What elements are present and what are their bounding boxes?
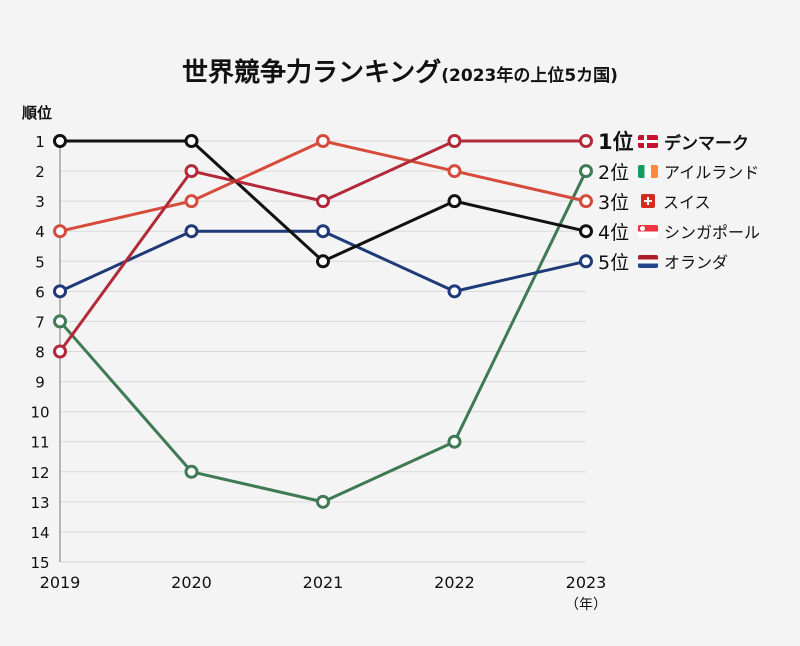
- netherlands-flag-icon: [638, 254, 658, 268]
- data-point: [447, 134, 462, 148]
- switzerland-flag-icon: [641, 194, 655, 208]
- data-point: [53, 344, 67, 359]
- data-point: [579, 134, 593, 148]
- y-axis-title: 順位: [22, 104, 53, 122]
- legend-item-switzerland: 3位 スイス: [598, 188, 711, 214]
- data-point: [579, 254, 593, 269]
- y-tick-label: 13: [30, 494, 49, 512]
- legend-item-ireland: 2位 アイルランド: [598, 158, 759, 184]
- data-point: [184, 164, 199, 179]
- denmark-flag-icon: [638, 134, 658, 148]
- y-tick-label: 10: [30, 404, 49, 422]
- y-tick-label: 8: [35, 344, 45, 362]
- legend-label: シンガポール: [664, 223, 761, 242]
- x-tick-label: 2020: [171, 573, 212, 592]
- chart-title: 世界競争力ランキング(2023年の上位5カ国): [0, 52, 800, 89]
- data-point: [184, 194, 199, 209]
- y-tick-label: 15: [30, 554, 49, 572]
- data-point: [316, 254, 330, 269]
- data-point: [579, 164, 593, 179]
- legend-rank: 5位: [598, 251, 630, 274]
- y-tick-label: 14: [30, 524, 49, 542]
- x-axis-unit: （年）: [565, 597, 607, 613]
- y-tick-label: 2: [35, 163, 45, 181]
- legend-item-singapore: 4位 シンガポール: [598, 218, 760, 244]
- data-point: [53, 284, 67, 299]
- data-point: [53, 224, 67, 239]
- data-point: [447, 284, 462, 299]
- legend-rank: 3位: [598, 191, 630, 214]
- data-point: [447, 164, 462, 179]
- data-point: [184, 464, 199, 479]
- x-tick-label: 2021: [303, 573, 344, 592]
- data-point: [316, 494, 330, 509]
- data-point: [447, 434, 462, 449]
- legend-item-netherlands: 5位 オランダ: [598, 248, 728, 274]
- x-tick-label: 2019: [40, 573, 81, 592]
- y-tick-label: 12: [30, 464, 49, 482]
- chart-title-sub: (2023年の上位5カ国): [441, 66, 618, 86]
- data-point: [316, 134, 330, 148]
- y-tick-label: 1: [35, 133, 45, 151]
- series-line: [58, 139, 586, 353]
- data-point: [447, 194, 462, 209]
- y-tick-label: 11: [30, 434, 49, 452]
- legend-label: スイス: [663, 193, 711, 212]
- legend-rank: 1位: [598, 130, 634, 154]
- data-point: [184, 224, 199, 239]
- singapore-flag-icon: [638, 224, 658, 238]
- series-line: [58, 170, 588, 504]
- data-point: [579, 224, 593, 239]
- y-tick-label: 3: [35, 193, 45, 211]
- ireland-flag-icon: [638, 164, 658, 178]
- y-tick-label: 4: [35, 223, 45, 241]
- legend-rank: 4位: [598, 221, 630, 244]
- legend-label: デンマーク: [664, 133, 749, 154]
- y-tick-label: 7: [35, 313, 45, 331]
- y-tick-label: 6: [35, 283, 45, 301]
- data-point: [316, 194, 330, 209]
- legend-label: オランダ: [664, 253, 729, 272]
- x-tick-label: 2022: [434, 573, 475, 592]
- legend-label: アイルランド: [664, 163, 760, 182]
- data-point: [316, 224, 330, 239]
- y-tick-label: 9: [35, 374, 45, 392]
- legend-item-denmark: 1位 デンマーク: [598, 128, 749, 154]
- chart-title-main: 世界競争力ランキング: [182, 58, 442, 88]
- data-point: [53, 134, 67, 148]
- series-line: [59, 139, 587, 233]
- x-tick-label: 2023: [566, 573, 607, 592]
- legend-rank: 2位: [598, 161, 630, 184]
- y-tick-label: 5: [35, 253, 45, 271]
- data-point: [184, 134, 199, 148]
- data-point: [53, 314, 67, 329]
- data-point: [579, 194, 593, 209]
